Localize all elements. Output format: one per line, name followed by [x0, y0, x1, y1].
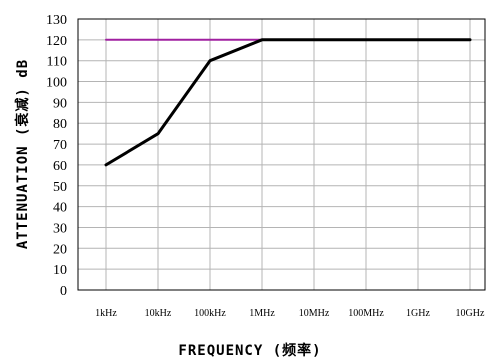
y-tick-label: 80: [53, 117, 67, 132]
series-lines: [104, 38, 472, 167]
y-tick-label: 20: [53, 242, 67, 257]
y-tick-label: 10: [53, 263, 67, 278]
x-axis-title: FREQUENCY (频率): [178, 342, 321, 359]
series-line-attenuation: [104, 38, 472, 167]
x-tick-label: 1MHz: [249, 308, 275, 319]
plot-frame: [77, 18, 486, 291]
x-tick-label: 100kHz: [194, 308, 226, 319]
y-tick-label: 70: [53, 138, 67, 153]
x-tick-label: 1GHz: [406, 308, 430, 319]
x-tick-labels: 1kHz 10kHz 100kHz 1MHz 10MHz 100MHz 1GHz 10GHz: [95, 308, 485, 319]
y-tick-label: 90: [53, 96, 67, 111]
y-tick-label: 100: [46, 76, 67, 91]
y-tick-label: 30: [53, 221, 67, 236]
grid-lines: [78, 19, 485, 290]
y-tick-label: 50: [53, 180, 67, 195]
y-tick-label: 120: [46, 34, 67, 49]
y-tick-label: 130: [46, 13, 67, 28]
x-tick-label: 10GHz: [456, 308, 485, 319]
x-tick-label: 10kHz: [145, 308, 172, 319]
y-tick-label: 110: [47, 55, 67, 70]
y-tick-labels: 0 10 20 30 40 50 60 70 80 90 100 110 120 130: [46, 13, 67, 299]
x-tick-label: 10MHz: [299, 308, 330, 319]
x-tick-label: 1kHz: [95, 308, 117, 319]
y-axis-title: ATTENUATION (衰减) dB: [14, 59, 31, 249]
y-tick-label: 60: [53, 159, 67, 174]
y-tick-label: 40: [53, 201, 67, 216]
y-tick-label: 0: [60, 284, 67, 299]
x-tick-label: 100MHz: [348, 308, 384, 319]
